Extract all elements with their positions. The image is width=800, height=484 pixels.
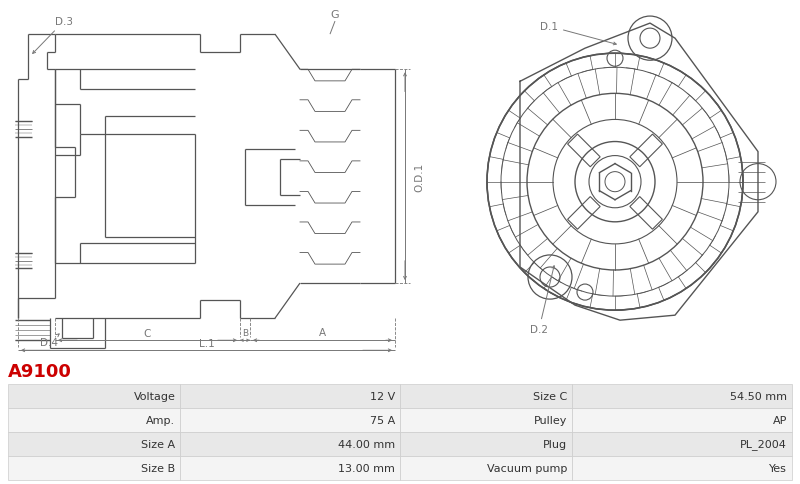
Bar (573, 432, 792, 456)
Text: AP: AP (773, 415, 787, 425)
Text: 75 A: 75 A (370, 415, 395, 425)
Text: B: B (242, 329, 248, 337)
Text: D.3: D.3 (33, 17, 73, 54)
Text: 54.50 mm: 54.50 mm (730, 391, 787, 401)
Text: D.2: D.2 (530, 266, 555, 334)
Bar (181, 456, 400, 480)
Text: 12 V: 12 V (370, 391, 395, 401)
Text: D.1: D.1 (540, 22, 616, 45)
Bar (8, 456, 181, 480)
Bar (8, 384, 181, 408)
Text: Plug: Plug (543, 439, 567, 449)
Bar (8, 432, 181, 456)
Text: C: C (144, 329, 151, 338)
Text: A9100: A9100 (8, 362, 72, 380)
Bar (181, 384, 400, 408)
Bar (400, 456, 573, 480)
Text: Yes: Yes (769, 463, 787, 473)
Text: Size A: Size A (142, 439, 175, 449)
Text: L.1: L.1 (198, 339, 214, 348)
Text: D.4: D.4 (40, 334, 59, 348)
Text: Amp.: Amp. (146, 415, 175, 425)
Text: Size C: Size C (534, 391, 567, 401)
Bar (400, 384, 573, 408)
Bar (181, 432, 400, 456)
Bar (400, 408, 573, 432)
Bar (8, 408, 181, 432)
Bar (573, 456, 792, 480)
Bar (573, 384, 792, 408)
Bar (400, 432, 573, 456)
Text: A: A (319, 328, 326, 337)
Bar (573, 408, 792, 432)
Text: Voltage: Voltage (134, 391, 175, 401)
Text: PL_2004: PL_2004 (740, 439, 787, 450)
Text: 13.00 mm: 13.00 mm (338, 463, 395, 473)
Text: O.D.1: O.D.1 (414, 162, 424, 191)
Bar (181, 408, 400, 432)
Text: G: G (330, 10, 339, 20)
Text: Vacuum pump: Vacuum pump (487, 463, 567, 473)
Text: 44.00 mm: 44.00 mm (338, 439, 395, 449)
Text: Pulley: Pulley (534, 415, 567, 425)
Text: Size B: Size B (142, 463, 175, 473)
